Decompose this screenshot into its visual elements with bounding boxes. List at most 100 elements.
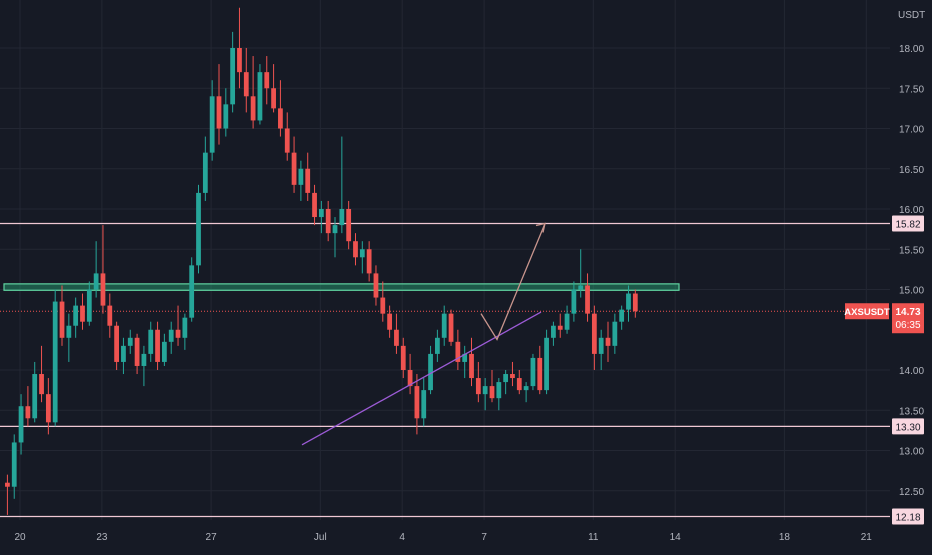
y-tick-label: 13.00 [899,447,924,458]
candle-body [121,345,126,362]
y-tick-label: 17.00 [899,125,924,136]
candle-body [202,152,208,193]
candle-body [455,341,461,362]
candle-body [557,325,563,330]
x-tick-label: 18 [779,532,791,543]
candle-body [353,241,358,258]
candle-body [482,386,488,395]
candle-body [359,249,365,258]
level-price-tag-text: 13.30 [895,422,920,433]
y-tick-label: 15.50 [899,245,924,256]
x-tick-label: 27 [206,532,218,543]
candle-body [127,337,133,346]
candle-body [380,297,386,314]
candle-body [387,313,393,330]
candle-body [134,337,140,366]
candle-body [551,325,556,338]
candle-body [578,285,584,290]
candle-body [5,482,10,487]
price-axis[interactable]: 18.00 17.50 17.00 16.50 16.00 15.50 15.00 14.00… [898,10,925,498]
candle-body [537,357,543,391]
level-price-tag-text: 12.18 [895,513,920,524]
candle-body [59,301,65,338]
candle-body [496,382,502,399]
candle-body [503,374,509,383]
trendline [301,311,542,446]
candle-body [18,406,24,443]
candle-body [196,192,201,266]
candle-body [469,353,474,379]
x-tick-label: 21 [861,532,873,543]
candle-body [619,309,625,322]
y-tick-label: 13.50 [899,406,924,417]
resistance-zone [3,283,680,291]
y-tick-label: 12.50 [899,487,924,498]
candle-body [223,104,229,129]
level-price-tag-text: 15.82 [895,219,920,230]
y-tick-label: 17.50 [899,84,924,95]
time-axis[interactable]: 20 23 27 Jul 4 7 11 14 18 21 [14,532,872,543]
candle-body [39,374,44,395]
y-tick-label: 14.00 [899,366,924,377]
candle-body [100,273,106,306]
candle-body [605,337,611,346]
candle-body [626,293,631,310]
candle-body [510,374,515,379]
candle-body [346,209,352,242]
candle-body [216,96,222,129]
x-tick-label: 23 [96,532,108,543]
candle-body [305,168,311,193]
candle-body [434,337,440,354]
candle-body [148,329,154,354]
candle-body [73,305,79,326]
candle-body [407,370,413,387]
candle-body [284,128,290,153]
candle-body [257,72,263,121]
x-tick-label: 11 [588,532,599,543]
candle-body [598,337,604,354]
candle-body [373,273,379,298]
candle-body [11,442,17,487]
x-tick-label: Jul [314,532,327,543]
candle-body [428,353,433,391]
candle-body [291,152,297,185]
candle-body [612,321,618,346]
last-price-text: 14.73 [895,307,920,318]
candle-body [366,249,372,274]
candle-body [278,108,283,129]
candle-body [93,273,99,290]
candle-body [448,313,454,342]
currency-label: USDT [898,10,925,21]
candle-body [298,168,304,185]
candle-body [414,386,420,419]
candle-body [45,394,51,423]
projection-arrowhead [535,222,546,233]
candle-body [421,390,427,419]
candle-body [161,341,167,362]
candle-body [400,345,406,370]
candle-body [264,72,270,89]
candle-body [462,353,468,362]
last-price-tag [892,303,924,334]
candle-body [209,96,215,153]
candle-body [189,265,195,318]
annotation-layer [301,222,546,446]
candle-body [339,209,345,226]
candle-body [585,285,590,314]
candle-body [80,305,85,322]
x-tick-label: 4 [399,532,405,543]
y-tick-label: 18.00 [899,44,924,55]
candle-body [591,313,597,354]
level-price-tag [892,508,924,525]
candle-body [271,88,276,109]
candle-body [394,329,399,346]
y-tick-label: 16.50 [899,165,924,176]
candle-body [632,293,638,312]
candle-body [325,209,331,234]
candle-body [182,317,188,338]
y-tick-label: 15.00 [899,286,924,297]
price-labels: 15.82 13.30 12.18 AXSUSDT 14.73 06:35 [844,215,924,525]
candle-body [564,313,570,330]
